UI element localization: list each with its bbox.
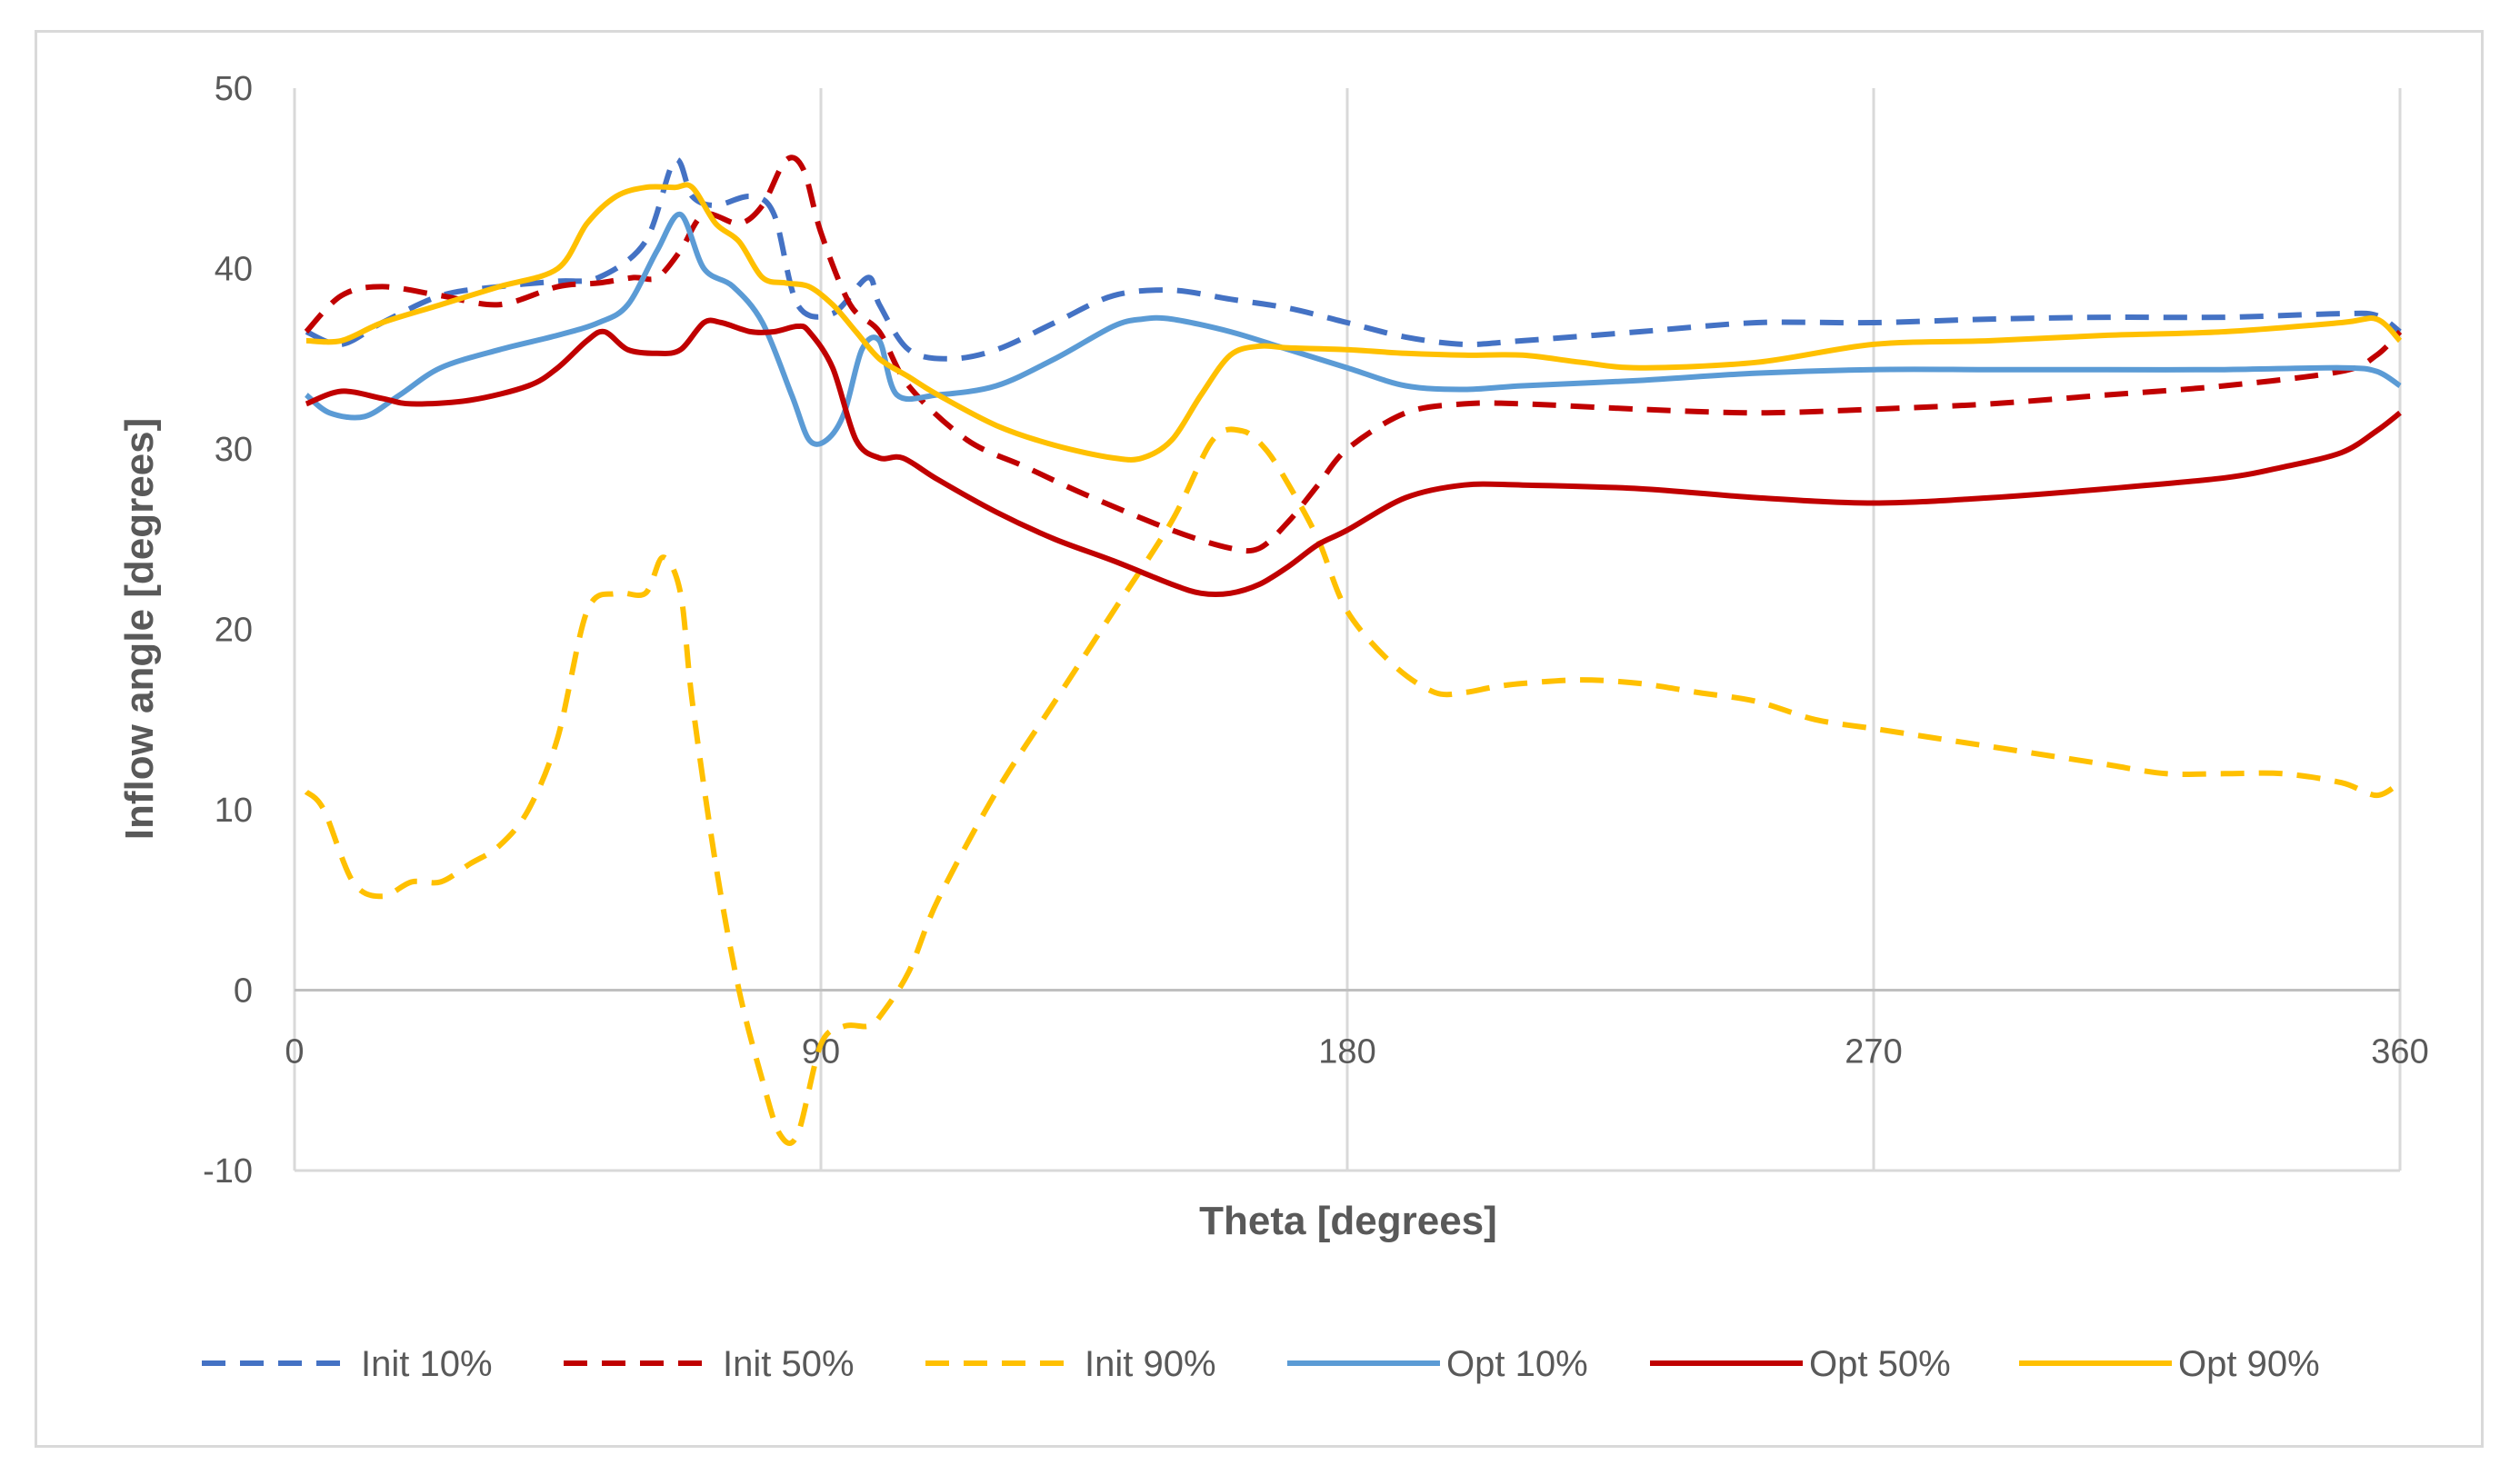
x-tick-label: 180 [1318,1033,1375,1071]
series-line-opt-10 [304,211,2402,447]
legend-label: Opt 50% [1809,1344,1951,1384]
legend-label: Init 10% [361,1344,493,1384]
x-tick-label: 0 [285,1033,304,1071]
series-line-init-10 [305,156,2402,362]
y-axis-title: Inflow angle [degrees] [117,418,162,841]
series-layer [304,154,2403,1146]
legend-label: Init 50% [723,1344,855,1384]
x-axis-title: Theta [degrees] [1199,1199,1497,1243]
y-tick-label: 10 [215,792,253,830]
series-line-init-50 [304,154,2403,554]
legend-label: Opt 10% [1446,1344,1588,1384]
y-tick-label: 0 [234,972,253,1011]
y-tick-label: 50 [215,70,253,108]
y-tick-label: 40 [215,251,253,289]
legend-label: Opt 90% [2178,1344,2320,1384]
legend: Init 10% Init 50% Init 90% Opt 10% Opt 50% Op… [202,1344,2320,1384]
x-tick-label: 360 [2371,1033,2428,1071]
series-line-opt-50 [305,317,2402,597]
x-tick-label: 270 [1845,1033,1902,1071]
series-line-opt-90 [305,182,2403,463]
y-tick-label: 30 [215,431,253,469]
grid-layer [293,88,2402,1172]
legend-label: Init 90% [1085,1344,1216,1384]
series-line-init-90 [304,426,2402,1146]
y-tick-label: 20 [215,612,253,650]
y-tick-label: -10 [203,1152,253,1191]
chart-frame [35,30,2484,1448]
